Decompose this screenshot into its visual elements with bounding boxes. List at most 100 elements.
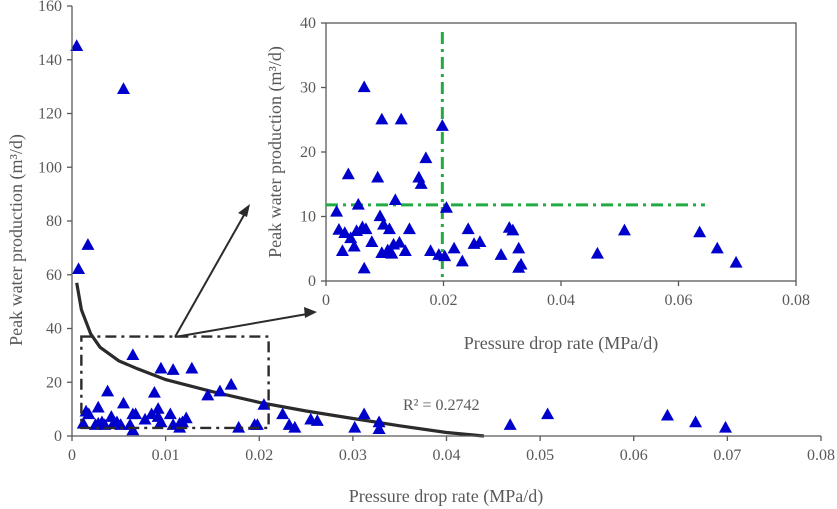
inset-data-point — [347, 239, 361, 252]
main-x-tick-label: 0.05 — [526, 447, 554, 464]
main-x-tick-label: 0.07 — [713, 447, 741, 464]
inset-data-point — [373, 209, 387, 222]
inset-data-point — [375, 112, 389, 125]
data-point — [126, 348, 140, 361]
inset-data-point — [330, 204, 344, 217]
data-point — [91, 400, 105, 413]
inset-data-point — [512, 241, 526, 254]
data-point — [503, 418, 517, 430]
data-point — [126, 423, 140, 436]
data-point — [166, 363, 180, 375]
inset-data-point — [494, 248, 508, 260]
main-x-tick-label: 0.01 — [152, 447, 180, 464]
inset-data-point — [375, 246, 389, 258]
inset-data-point — [392, 235, 406, 248]
inset-data-point — [424, 244, 438, 257]
data-point — [138, 412, 152, 425]
data-point — [116, 82, 130, 94]
inset-data-point — [382, 222, 396, 235]
data-point — [79, 404, 93, 417]
inset-x-tick-label: 0.08 — [782, 292, 810, 309]
data-point — [357, 407, 371, 420]
data-point — [310, 414, 324, 426]
inset-data-point — [693, 225, 707, 238]
main-y-tick-label: 60 — [46, 267, 62, 284]
inset-y-tick-label: 0 — [308, 273, 316, 290]
zoom-region-box — [80, 335, 270, 430]
zoom-arrows — [174, 204, 317, 338]
inset-data-point — [385, 246, 399, 259]
inset-data-point — [338, 226, 352, 238]
inset-y-axis-label: Peak water production (m³/d) — [265, 46, 286, 258]
main-x-tick-label: 0.02 — [245, 447, 273, 464]
inset-data-points — [330, 80, 743, 274]
data-point — [201, 388, 215, 401]
data-point — [348, 420, 362, 433]
data-point — [660, 408, 674, 421]
inset-y-tick-label: 10 — [300, 209, 316, 226]
inset-data-point — [377, 217, 391, 230]
inset-x-tick-label: 0.06 — [665, 292, 693, 309]
main-y-tick-label: 80 — [46, 213, 62, 230]
r-squared-annotation: R² = 0.2742 — [403, 397, 480, 414]
inset-x-axis-label: Pressure drop rate (MPa/d) — [464, 333, 658, 354]
main-y-tick-label: 100 — [38, 159, 62, 176]
data-point — [81, 238, 95, 250]
inset-data-point — [388, 193, 402, 206]
data-point — [185, 361, 199, 374]
data-point — [372, 415, 386, 428]
data-point — [372, 422, 386, 434]
inset-y-tick-label: 20 — [300, 144, 316, 161]
inset-data-point — [365, 235, 379, 247]
main-y-axis-label: Peak water production (m³/d) — [6, 134, 27, 346]
inset-y-tick-label: 40 — [300, 15, 316, 32]
inset-data-point — [419, 151, 433, 164]
inset-data-point — [414, 177, 428, 189]
inset-data-point — [344, 231, 358, 244]
data-point — [282, 418, 296, 430]
inset-data-point — [461, 222, 475, 235]
inset-data-point — [402, 222, 416, 235]
data-point — [72, 262, 86, 275]
data-point — [224, 377, 238, 390]
main-axes: 0 0.01 0.02 0.03 0.04 0.05 0.06 0.07 0.08 0 20 40 60… — [38, 0, 835, 464]
main-y-tick-label: 120 — [38, 106, 62, 123]
data-point — [70, 39, 84, 51]
main-y-tick-label: 40 — [46, 321, 62, 338]
main-x-tick-label: 0.03 — [339, 447, 367, 464]
arrow-head-upper — [238, 204, 250, 217]
inset-data-point — [350, 224, 364, 237]
inset-data-point — [617, 223, 631, 236]
data-point — [719, 420, 733, 433]
main-y-tick-label: 20 — [46, 374, 62, 391]
inset-data-point — [371, 170, 385, 183]
inset-data-point — [467, 237, 481, 249]
inset-x-tick-label: 0 — [322, 292, 330, 309]
data-point — [116, 396, 130, 409]
arrow-to-inset-upper — [174, 207, 249, 338]
inset-data-point — [729, 255, 743, 268]
data-point — [213, 384, 227, 397]
main-y-tick-label: 160 — [38, 0, 62, 15]
inset-frame — [325, 22, 797, 282]
data-point — [76, 416, 90, 429]
inset-y-tick-label: 30 — [300, 80, 316, 97]
data-point — [101, 384, 115, 397]
inset-x-tick-label: 0.02 — [430, 292, 458, 309]
data-point — [95, 415, 109, 428]
data-point — [147, 385, 161, 398]
inset-x-tick-label: 0.04 — [547, 292, 575, 309]
main-x-tick-label: 0.06 — [620, 447, 648, 464]
inset-data-point — [351, 197, 365, 210]
inset-plot: 0 0.02 0.04 0.06 0.08 0 10 20 30 40 Pressure drop… — [265, 15, 810, 354]
inset-data-point — [455, 254, 469, 267]
main-y-tick-label: 0 — [54, 428, 62, 445]
inset-threshold-lines — [326, 32, 705, 281]
data-point — [276, 407, 290, 420]
arrow-head-lower — [304, 307, 317, 318]
inset-axes: 0 0.02 0.04 0.06 0.08 0 10 20 30 40 — [300, 15, 810, 309]
data-point — [154, 361, 168, 374]
main-plot: 0 0.01 0.02 0.03 0.04 0.05 0.06 0.07 0.08 0 20 40 60… — [6, 0, 835, 507]
main-x-tick-label: 0.08 — [807, 447, 835, 464]
